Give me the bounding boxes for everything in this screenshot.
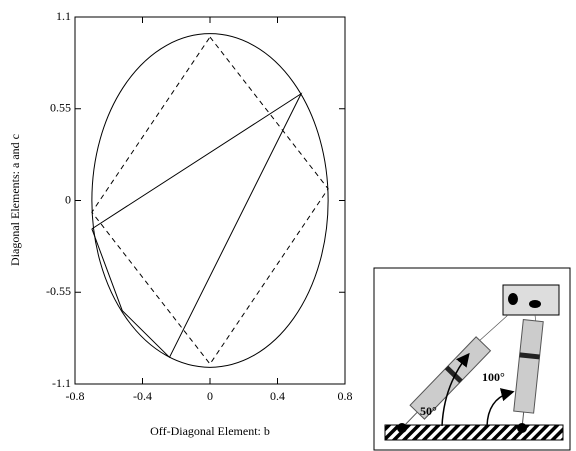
y-tick-label: -0.55 [46,284,71,298]
inset: 50° 100° [373,267,571,451]
angle-label: 50° [420,404,437,418]
x-tick-label: 0.8 [338,389,353,403]
rod [513,318,544,429]
x-tick-label: 0 [207,389,213,403]
marker [508,293,518,305]
data-line [91,36,329,365]
x-tick-label: -0.4 [133,389,152,403]
y-axis-label: Diagonal Elements: a and c [8,134,22,266]
joint [517,423,527,433]
x-tick-label: -0.8 [66,389,85,403]
plot-frame [74,16,346,385]
angle-arrow [486,388,515,427]
y-tick-label: 1.1 [56,9,71,23]
angle-arrow [441,352,470,427]
data-line [91,92,303,359]
x-tick-label: 0.4 [270,389,285,403]
marker [529,300,541,308]
ellipse [91,33,329,368]
x-axis-label: Off-Diagonal Element: b [150,424,270,438]
rod [401,336,492,429]
y-tick-label: -1.1 [52,376,71,390]
joint [397,423,407,433]
ground [384,424,564,441]
y-tick-label: 0.55 [50,101,71,115]
y-tick-label: 0 [65,192,71,206]
sight-line [477,314,509,343]
angle-label: 100° [482,370,505,384]
